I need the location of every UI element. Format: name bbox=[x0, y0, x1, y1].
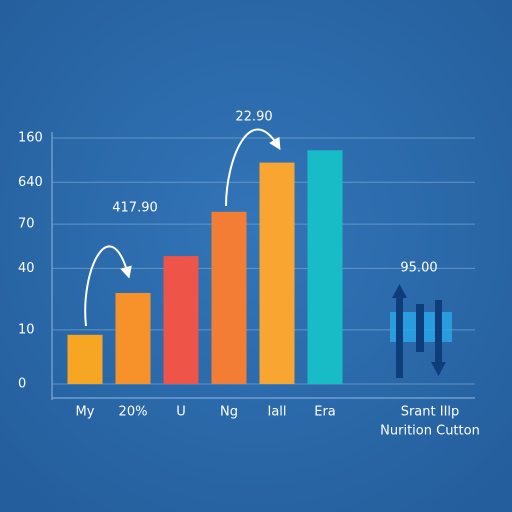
x-tick-label: 20% bbox=[119, 405, 148, 420]
annotation: 95.00 bbox=[400, 261, 437, 276]
y-tick-label: 40 bbox=[18, 261, 35, 276]
arrow bbox=[225, 128, 281, 207]
x-tick-label: U bbox=[176, 405, 186, 420]
y-tick-label: 10 bbox=[18, 322, 35, 337]
x-tick-label: Ng bbox=[220, 405, 238, 420]
bar bbox=[211, 211, 247, 384]
side-label: Nurition Cutton bbox=[380, 424, 480, 439]
annotation: 22.90 bbox=[235, 110, 272, 125]
x-tick-label: My bbox=[76, 405, 95, 420]
bar bbox=[67, 334, 103, 384]
x-tick-label: Era bbox=[314, 405, 336, 420]
bar bbox=[115, 292, 151, 384]
bar bbox=[307, 150, 343, 384]
icon bbox=[390, 284, 452, 378]
arrow bbox=[84, 245, 132, 327]
side-label: Srant IIlp bbox=[401, 405, 460, 420]
y-tick-label: 0 bbox=[18, 377, 26, 392]
x-tick-label: Iall bbox=[267, 405, 286, 420]
annotation: 417.90 bbox=[112, 201, 158, 216]
bar bbox=[259, 162, 295, 384]
y-tick-label: 640 bbox=[18, 175, 43, 190]
bar bbox=[163, 256, 199, 384]
y-tick-label: 70 bbox=[18, 217, 35, 232]
y-tick-label: 160 bbox=[18, 131, 43, 146]
